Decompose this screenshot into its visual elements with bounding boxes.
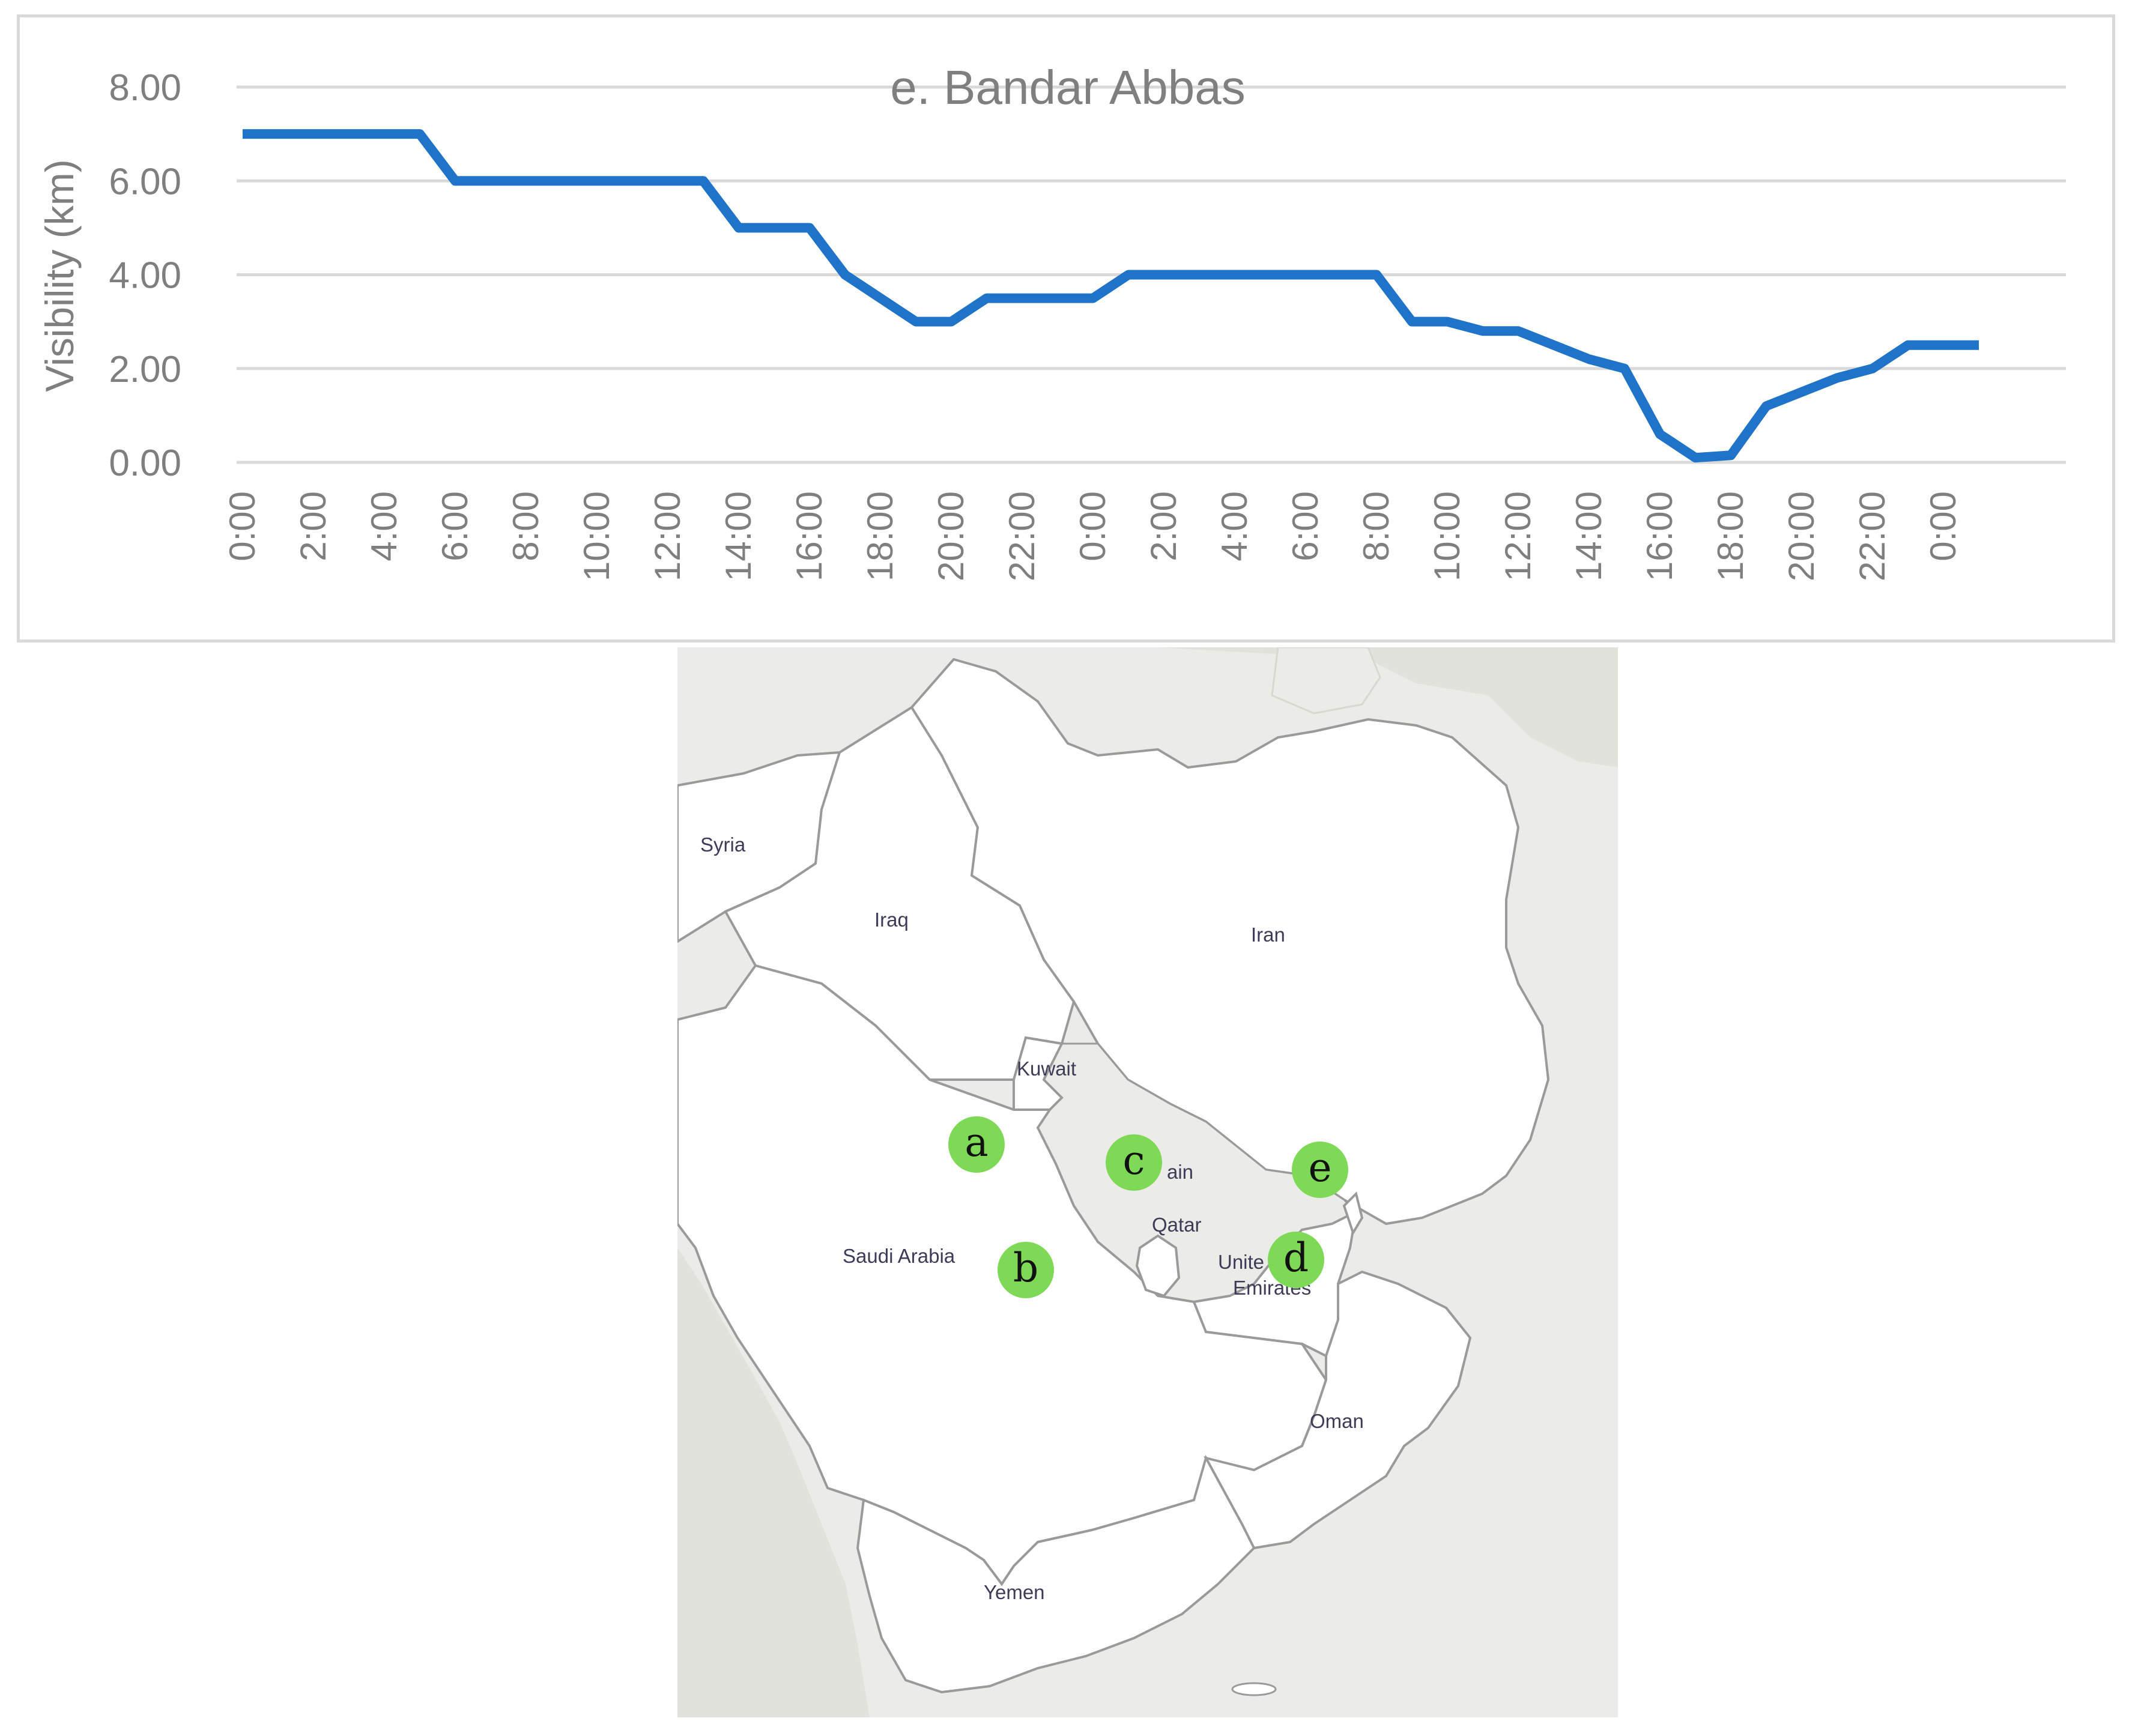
marker-b: b <box>998 1242 1054 1298</box>
x-axis-ticks: 0:00 2:00 4:00 6:00 8:00 10:00 12:00 14:00 16:00… <box>222 491 1963 581</box>
label-kuwait: Kuwait <box>1017 1057 1076 1080</box>
qatar-land <box>1135 1234 1181 1298</box>
x-tick-label: 20:00 <box>931 491 971 581</box>
x-tick-label: 18:00 <box>1710 491 1751 581</box>
x-tick-label: 0:00 <box>1923 491 1963 561</box>
chart-panel <box>17 14 2115 643</box>
x-tick-label: 12:00 <box>647 491 688 581</box>
x-tick-label: 20:00 <box>1781 491 1822 581</box>
label-yemen: Yemen <box>984 1581 1045 1603</box>
marker-e-label: e <box>1308 1145 1331 1191</box>
y-tick-label: 0.00 <box>109 443 181 484</box>
x-tick-label: 6:00 <box>1285 491 1325 561</box>
x-tick-label: 8:00 <box>506 491 546 561</box>
musandam-land <box>1342 1191 1364 1236</box>
series-layer <box>243 129 1979 463</box>
x-tick-label: 0:00 <box>1073 491 1113 561</box>
oman-land <box>1204 1270 1472 1550</box>
x-tick-label: 4:00 <box>364 491 404 561</box>
x-tick-label: 22:00 <box>1852 491 1892 581</box>
marker-a-label: a <box>965 1119 988 1166</box>
map-panel: Syria Iraq Iran Kuwait ain Qatar Saudi A… <box>677 647 1618 1717</box>
y-tick-label: 2.00 <box>109 349 181 390</box>
iran-land <box>910 658 1550 1226</box>
label-iran: Iran <box>1251 924 1285 946</box>
x-tick-label: 16:00 <box>1640 491 1680 581</box>
x-tick-label: 2:00 <box>1143 491 1184 561</box>
marker-d-label: d <box>1283 1235 1309 1281</box>
x-tick-label: 18:00 <box>860 491 900 581</box>
marker-b-label: b <box>1013 1245 1038 1291</box>
caspian-sea <box>1271 647 1381 715</box>
label-syria: Syria <box>700 833 746 856</box>
y-tick-label: 8.00 <box>109 67 181 109</box>
marker-d: d <box>1268 1232 1324 1288</box>
x-tick-label: 6:00 <box>435 491 475 561</box>
label-qatar: Qatar <box>1152 1214 1202 1236</box>
marker-e: e <box>1292 1142 1348 1198</box>
caspian-region-land <box>1158 647 1618 767</box>
x-tick-label: 8:00 <box>1356 491 1396 561</box>
gridlines <box>237 85 2066 464</box>
y-axis-label: Visibility (km) <box>37 159 82 392</box>
marker-c: c <box>1106 1134 1162 1191</box>
yemen-land <box>856 1454 1256 1694</box>
x-tick-label: 4:00 <box>1214 491 1255 561</box>
visibility-chart: 0.00 2.00 4.00 6.00 8.00 0:00 2:00 4:00 6:00 8:0… <box>37 61 2066 581</box>
x-tick-label: 2:00 <box>293 491 333 561</box>
marker-a: a <box>948 1116 1005 1173</box>
y-axis-ticks: 0.00 2.00 4.00 6.00 8.00 <box>109 67 181 484</box>
label-uae-line1: Unite <box>1218 1251 1264 1273</box>
label-saudi-arabia: Saudi Arabia <box>843 1245 955 1267</box>
x-tick-label: 10:00 <box>1427 491 1467 581</box>
x-tick-label: 16:00 <box>789 491 829 581</box>
x-tick-label: 14:00 <box>718 491 759 581</box>
x-tick-label: 10:00 <box>577 491 617 581</box>
y-tick-label: 6.00 <box>109 161 181 202</box>
series-line <box>243 129 1979 463</box>
africa-land <box>677 1248 870 1717</box>
marker-c-label: c <box>1123 1137 1145 1184</box>
label-oman: Oman <box>1310 1410 1364 1432</box>
y-tick-label: 4.00 <box>109 255 181 297</box>
chart-title: e. Bandar Abbas <box>890 61 1246 114</box>
label-iraq: Iraq <box>874 909 909 931</box>
x-tick-label: 0:00 <box>222 491 262 561</box>
x-tick-label: 22:00 <box>1002 491 1042 581</box>
x-tick-label: 14:00 <box>1569 491 1609 581</box>
middle-east-map: Syria Iraq Iran Kuwait ain Qatar Saudi A… <box>677 647 1618 1717</box>
socotra-island <box>1231 1682 1277 1696</box>
label-bahrain: ain <box>1167 1161 1193 1183</box>
x-tick-label: 12:00 <box>1498 491 1538 581</box>
